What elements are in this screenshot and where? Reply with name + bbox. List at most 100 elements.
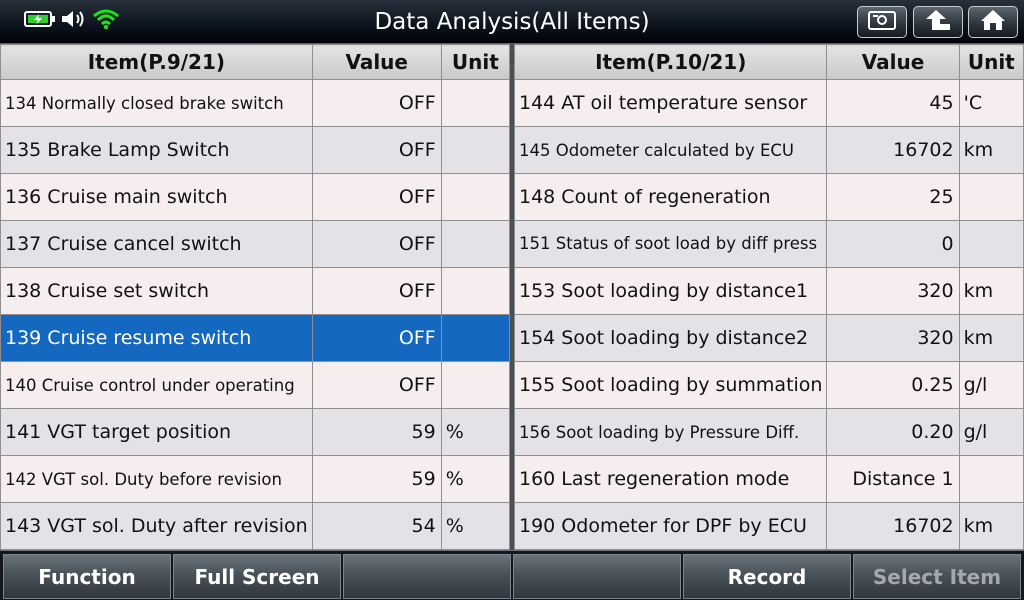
item-value: 320 [826, 267, 960, 315]
bottom-toolbar: Function Full Screen Record Select Item [0, 550, 1024, 600]
item-name: 155 Soot loading by summation [513, 361, 828, 409]
battery-icon [24, 10, 56, 32]
table-row[interactable]: 143 VGT sol. Duty after revision 54 % [0, 502, 511, 550]
item-name: 140 Cruise control under operating [0, 361, 313, 409]
column-header-unit: Unit [958, 44, 1024, 80]
page-title: Data Analysis(All Items) [374, 9, 650, 35]
item-value: OFF [311, 361, 442, 409]
item-value: 25 [826, 173, 960, 221]
column-header-unit: Unit [440, 44, 511, 80]
speaker-icon [60, 8, 88, 34]
item-unit: km [958, 126, 1024, 174]
item-value: OFF [311, 220, 442, 268]
item-unit: % [440, 408, 511, 456]
table-row[interactable]: 137 Cruise cancel switch OFF [0, 220, 511, 268]
blank-button-1[interactable] [343, 554, 511, 599]
table-header: Item(P.9/21) Value Unit [0, 44, 511, 80]
left-data-panel: Item(P.9/21) Value Unit 134 Normally clo… [0, 44, 511, 550]
item-name: 137 Cruise cancel switch [0, 220, 313, 268]
right-data-panel: Item(P.10/21) Value Unit 144 AT oil temp… [513, 44, 1024, 550]
back-icon [924, 8, 952, 36]
item-name: 145 Odometer calculated by ECU [513, 126, 828, 174]
item-value: OFF [311, 173, 442, 221]
column-header-item: Item(P.10/21) [513, 44, 828, 80]
table-row[interactable]: 160 Last regeneration mode Distance 1 [513, 455, 1024, 503]
full-screen-button[interactable]: Full Screen [173, 554, 341, 599]
panel-divider [510, 44, 514, 550]
item-value: OFF [311, 126, 442, 174]
function-button[interactable]: Function [3, 554, 171, 599]
right-data-table: Item(P.10/21) Value Unit 144 AT oil temp… [513, 44, 1024, 550]
item-unit [440, 361, 511, 409]
item-unit: % [440, 455, 511, 503]
item-unit: g/l [958, 408, 1024, 456]
item-value: 59 [311, 408, 442, 456]
table-row[interactable]: 134 Normally closed brake switch OFF [0, 79, 511, 127]
home-button[interactable] [968, 6, 1018, 38]
table-row[interactable]: 153 Soot loading by distance1 320 km [513, 267, 1024, 315]
status-icons [24, 8, 124, 34]
table-row[interactable]: 142 VGT sol. Duty before revision 59 % [0, 455, 511, 503]
table-row[interactable]: 190 Odometer for DPF by ECU 16702 km [513, 502, 1024, 550]
item-unit [958, 173, 1024, 221]
record-button[interactable]: Record [683, 554, 851, 599]
item-unit: % [440, 502, 511, 550]
item-name: 190 Odometer for DPF by ECU [513, 502, 828, 550]
item-name: 142 VGT sol. Duty before revision [0, 455, 313, 503]
item-unit [958, 220, 1024, 268]
item-value: 45 [826, 79, 960, 127]
table-row[interactable]: 144 AT oil temperature sensor 45 'C [513, 79, 1024, 127]
item-name: 151 Status of soot load by diff press [513, 220, 828, 268]
item-unit [440, 314, 511, 362]
item-name: 153 Soot loading by distance1 [513, 267, 828, 315]
item-value: 54 [311, 502, 442, 550]
table-row[interactable]: 140 Cruise control under operating OFF [0, 361, 511, 409]
item-name: 156 Soot loading by Pressure Diff. [513, 408, 828, 456]
table-row[interactable]: 155 Soot loading by summation 0.25 g/l [513, 361, 1024, 409]
table-row[interactable]: 141 VGT target position 59 % [0, 408, 511, 456]
item-value: Distance 1 [826, 455, 960, 503]
item-name: 154 Soot loading by distance2 [513, 314, 828, 362]
item-value: 320 [826, 314, 960, 362]
item-unit: km [958, 502, 1024, 550]
item-name: 143 VGT sol. Duty after revision [0, 502, 313, 550]
table-row[interactable]: 151 Status of soot load by diff press 0 [513, 220, 1024, 268]
table-row[interactable]: 136 Cruise main switch OFF [0, 173, 511, 221]
table-row[interactable]: 148 Count of regeneration 25 [513, 173, 1024, 221]
screenshot-button[interactable] [857, 6, 907, 38]
table-row[interactable]: 145 Odometer calculated by ECU 16702 km [513, 126, 1024, 174]
item-unit: 'C [958, 79, 1024, 127]
item-name: 148 Count of regeneration [513, 173, 828, 221]
item-name: 136 Cruise main switch [0, 173, 313, 221]
item-unit [958, 455, 1024, 503]
table-header: Item(P.10/21) Value Unit [513, 44, 1024, 80]
item-value: 16702 [826, 502, 960, 550]
data-content: Item(P.9/21) Value Unit 134 Normally clo… [0, 44, 1024, 550]
item-value: 0.25 [826, 361, 960, 409]
item-unit: km [958, 314, 1024, 362]
item-name: 135 Brake Lamp Switch [0, 126, 313, 174]
item-value: 16702 [826, 126, 960, 174]
wifi-icon [92, 8, 120, 34]
select-item-button[interactable]: Select Item [853, 554, 1021, 599]
item-unit [440, 173, 511, 221]
column-header-value: Value [311, 44, 442, 80]
item-unit [440, 220, 511, 268]
back-button[interactable] [913, 6, 963, 38]
item-name: 160 Last regeneration mode [513, 455, 828, 503]
table-row[interactable]: 135 Brake Lamp Switch OFF [0, 126, 511, 174]
item-unit [440, 267, 511, 315]
blank-button-2[interactable] [513, 554, 681, 599]
item-value: 0 [826, 220, 960, 268]
item-name: 144 AT oil temperature sensor [513, 79, 828, 127]
table-row-selected[interactable]: 139 Cruise resume switch OFF [0, 314, 511, 362]
item-name: 141 VGT target position [0, 408, 313, 456]
table-row[interactable]: 154 Soot loading by distance2 320 km [513, 314, 1024, 362]
table-row[interactable]: 138 Cruise set switch OFF [0, 267, 511, 315]
left-data-table: Item(P.9/21) Value Unit 134 Normally clo… [0, 44, 511, 550]
table-row[interactable]: 156 Soot loading by Pressure Diff. 0.20 … [513, 408, 1024, 456]
item-value: OFF [311, 267, 442, 315]
item-value: OFF [311, 79, 442, 127]
title-bar: Data Analysis(All Items) [0, 0, 1024, 44]
item-name: 139 Cruise resume switch [0, 314, 313, 362]
